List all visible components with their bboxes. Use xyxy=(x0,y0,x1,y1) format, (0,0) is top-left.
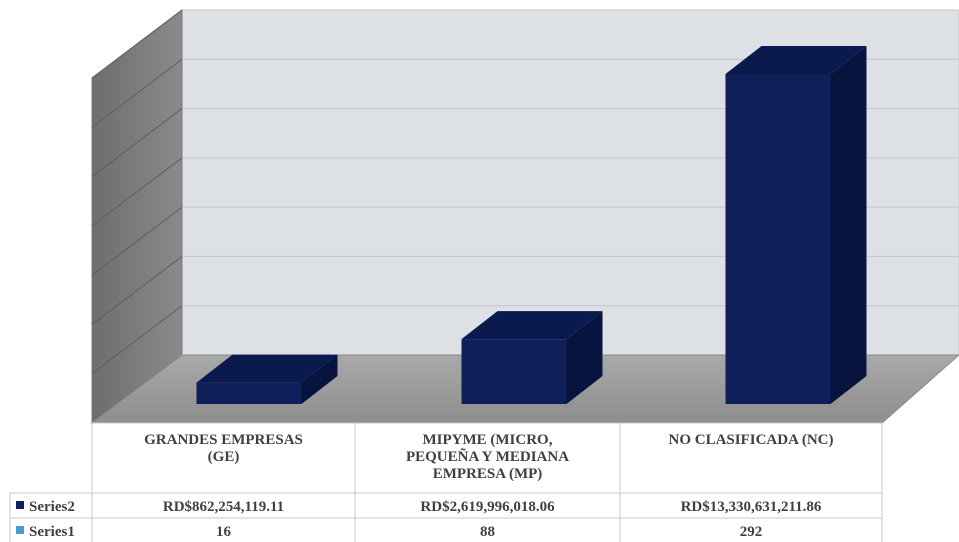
side-gridline xyxy=(91,9,183,79)
bar-side xyxy=(830,46,867,404)
series-name: Series2 xyxy=(29,499,75,515)
category-label: NO CLASIFICADA (NC) xyxy=(668,432,833,448)
side-gridline xyxy=(91,256,183,325)
bar-top xyxy=(725,46,867,74)
side-wall xyxy=(91,8,183,425)
data-label: 88 xyxy=(480,524,495,540)
bar xyxy=(196,354,338,404)
category-label: MIPYME (MICRO, xyxy=(423,432,553,448)
bar-front xyxy=(196,382,302,404)
side-gridline xyxy=(91,305,183,375)
bar xyxy=(461,311,603,404)
data-label: RD$13,330,631,211.86 xyxy=(681,499,822,515)
category-label: PEQUEÑA Y MEDIANA xyxy=(406,447,569,465)
series-name: Series1 xyxy=(29,524,75,540)
bar-front xyxy=(461,339,567,404)
data-label: RD$862,254,119.11 xyxy=(163,499,284,515)
bars xyxy=(196,46,867,404)
bar-side xyxy=(301,354,338,404)
bar-side xyxy=(566,311,603,404)
data-table: GRANDES EMPRESAS(GE) MIPYME (MICRO,PEQUEÑ… xyxy=(9,422,883,542)
side-gridline xyxy=(91,206,183,276)
bar-top xyxy=(196,354,338,383)
bar xyxy=(725,46,867,404)
side-gridline xyxy=(91,157,183,227)
category-label: GRANDES EMPRESAS xyxy=(144,432,303,448)
legend-key xyxy=(16,501,24,509)
category-label: EMPRESA (MP) xyxy=(433,466,543,482)
bar-top xyxy=(461,311,603,340)
legend-key xyxy=(16,526,24,534)
bar-front xyxy=(725,74,831,404)
side-gridline xyxy=(91,58,183,128)
data-label: RD$2,619,996,018.06 xyxy=(420,499,555,515)
side-gridline xyxy=(91,108,183,177)
data-label: 292 xyxy=(740,524,763,540)
data-label: 16 xyxy=(216,524,232,540)
category-label: (GE) xyxy=(208,449,240,465)
